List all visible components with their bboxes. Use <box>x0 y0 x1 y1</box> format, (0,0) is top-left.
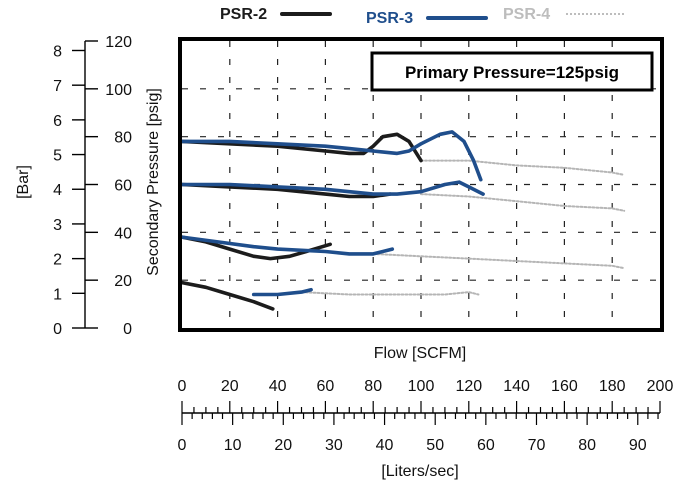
series-line-psr-4-4 <box>300 291 480 296</box>
series-line-psr-3-2 <box>180 180 485 196</box>
series-line-psr-2-1 <box>180 132 423 163</box>
legend-label-psr-2: PSR-2 <box>220 6 267 23</box>
series-group <box>180 130 626 311</box>
y-axes: 0 20 40 60 80 100 120 0 1 2 3 4 5 6 7 8 <box>53 34 132 338</box>
series-line-psr-2-3 <box>180 235 332 261</box>
bar-tick-label: 0 <box>53 321 62 338</box>
legend-label-psr-3: PSR-3 <box>366 10 413 27</box>
x-axis-title: Flow [SCFM] <box>374 345 466 362</box>
liters-tick-label: 70 <box>528 437 546 454</box>
bar-tick-label: 5 <box>53 148 62 165</box>
liters-tick-label: 60 <box>477 437 495 454</box>
scfm-tick-label: 60 <box>317 378 335 395</box>
scfm-tick-label: 100 <box>408 378 435 395</box>
y-axis-title: Secondary Pressure [psig] <box>145 88 162 276</box>
psig-tick-label: 100 <box>105 82 132 99</box>
series-line-psr-3-4 <box>251 287 313 297</box>
bar-axis-title: [Bar] <box>15 165 32 199</box>
series-line-psr-4-2 <box>420 193 626 212</box>
liters-tick-label: 90 <box>629 437 647 454</box>
scfm-tick-label: 80 <box>364 378 382 395</box>
psig-tick-label: 120 <box>105 34 132 51</box>
series-line-psr-3-3 <box>180 235 395 256</box>
bar-tick-label: 4 <box>53 182 62 199</box>
psig-tick-label: 80 <box>114 130 132 147</box>
series-line-psr-4-1 <box>420 159 626 176</box>
scfm-tick-label: 200 <box>647 378 674 395</box>
legend-label-psr-4: PSR-4 <box>503 6 550 23</box>
scfm-tick-label: 160 <box>551 378 578 395</box>
scfm-tick-label: 140 <box>503 378 530 395</box>
liters-tick-label: 80 <box>578 437 596 454</box>
liters-tick-label: 30 <box>325 437 343 454</box>
series-line-psr-2-2 <box>180 182 392 199</box>
bar-tick-label: 3 <box>53 217 62 234</box>
psig-tick-label: 20 <box>114 273 132 290</box>
liters-tick-label: 40 <box>376 437 394 454</box>
bar-tick-label: 1 <box>53 286 62 303</box>
liters-tick-label: 50 <box>426 437 444 454</box>
series-line-psr-2-4 <box>180 280 275 311</box>
scfm-tick-label: 40 <box>269 378 287 395</box>
psig-tick-label: 0 <box>123 321 132 338</box>
plot-frame <box>178 37 664 332</box>
series-line-psr-4-3 <box>372 252 626 270</box>
psig-tick-label: 60 <box>114 178 132 195</box>
psig-tick-label: 40 <box>114 225 132 242</box>
scfm-tick-label: 180 <box>599 378 626 395</box>
annotation-text: Primary Pressure=125psig <box>405 63 619 82</box>
scfm-tick-label: 0 <box>178 378 187 395</box>
scfm-tick-label: 20 <box>221 378 239 395</box>
liters-tick-label: 10 <box>224 437 242 454</box>
x-axes: 0 20 40 60 80 100 120 140 160 180 200 0 10 20 30 40 50 60… <box>178 378 674 454</box>
annotation-box: Primary Pressure=125psig <box>370 51 654 92</box>
liters-tick-label: 0 <box>178 437 187 454</box>
scfm-tick-label: 120 <box>455 378 482 395</box>
bar-tick-label: 7 <box>53 78 62 95</box>
liters-tick-label: 20 <box>274 437 292 454</box>
legend: PSR-2 PSR-3 PSR-4 <box>220 6 624 27</box>
annotation-frame <box>370 51 654 92</box>
liters-axis-title: [Liters/sec] <box>381 463 458 480</box>
series-line-psr-3-1 <box>180 130 483 182</box>
bar-tick-label: 6 <box>53 113 62 130</box>
bar-tick-label: 8 <box>53 43 62 60</box>
bar-tick-label: 2 <box>53 252 62 269</box>
